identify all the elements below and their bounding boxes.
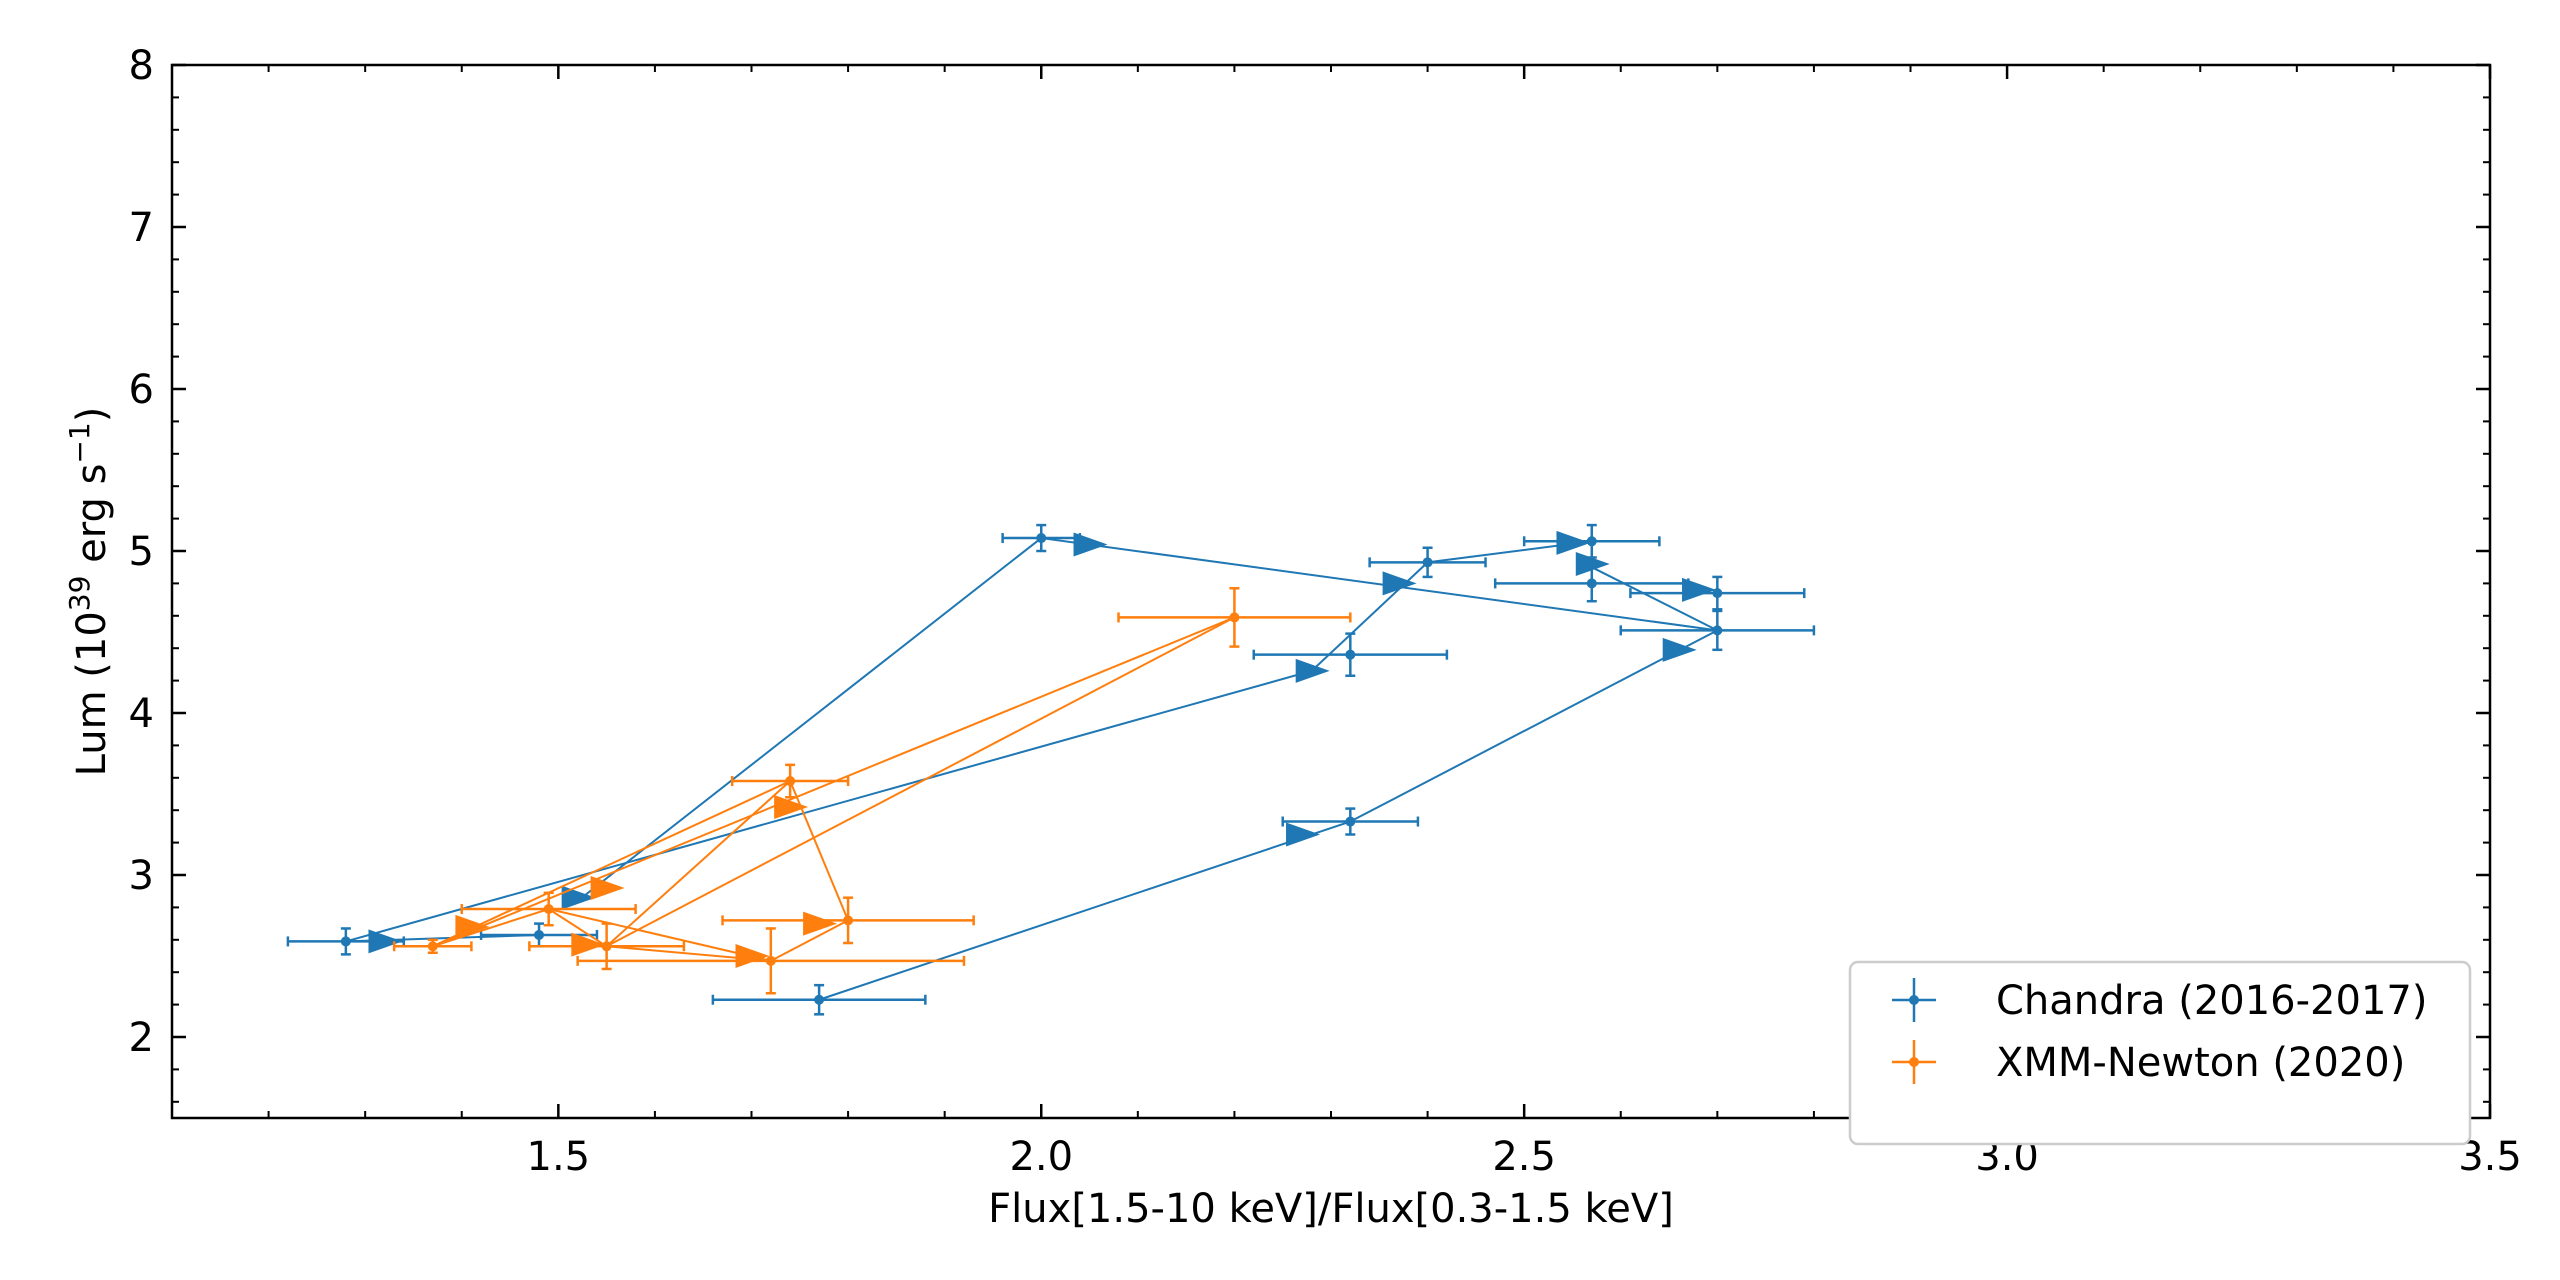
direction-arrow [571, 932, 606, 957]
series-track-segment [548, 908, 608, 948]
legend-item-chandra: Chandra (2016-2017) [1892, 978, 2427, 1024]
series-1 [392, 587, 1352, 995]
y-tick-label: 7 [129, 205, 154, 251]
y-tick-label: 6 [129, 367, 154, 413]
data-point [1036, 533, 1047, 544]
series-track-segment [818, 820, 1351, 1001]
series-track-line [345, 536, 1718, 943]
data-point [534, 929, 545, 940]
plot-frame [170, 63, 2492, 1120]
y-tick-label: 3 [129, 853, 154, 899]
y-axis-label: Lum (1039 erg s−1) [63, 407, 115, 777]
data-point [1586, 578, 1597, 589]
series-track-segment [432, 780, 791, 948]
series-track-segment [548, 908, 772, 962]
y-tick-label: 4 [129, 691, 154, 737]
y-axis-label-main: Lum (10 [69, 611, 115, 776]
legend: Chandra (2016-2017) XMM-Newton (2020) [1848, 960, 2472, 1146]
legend-label-xmm: XMM-Newton (2020) [1996, 1040, 2405, 1086]
x-tick-label: 2.5 [1492, 1134, 1556, 1180]
plot-series [286, 523, 1816, 1016]
series-track-segment [789, 780, 850, 921]
series-track-segment [605, 780, 791, 948]
direction-arrow [774, 794, 809, 819]
data-point [1422, 557, 1433, 568]
direction-arrow [1682, 577, 1717, 602]
data-point [1345, 649, 1356, 660]
y-axis-label-end: ) [69, 407, 115, 423]
direction-arrow [1575, 551, 1610, 576]
legend-marker-chandra-dot [1909, 995, 1919, 1005]
direction-arrow [561, 885, 596, 910]
series-0 [286, 523, 1816, 1016]
data-point [1586, 536, 1597, 547]
direction-arrow [1073, 532, 1108, 557]
tick-marks [172, 63, 2492, 1118]
y-tick-label: 2 [129, 1015, 154, 1061]
series-track-segment [432, 616, 1235, 948]
series-track-segment [1349, 629, 1718, 823]
x-tick-label: 1.5 [527, 1134, 591, 1180]
direction-arrow [1295, 658, 1330, 683]
legend-item-xmm: XMM-Newton (2020) [1892, 1040, 2405, 1086]
y-axis-label-mid: erg s [69, 464, 115, 576]
series-track-segment [770, 919, 849, 962]
y-axis-label-exp: 39 [63, 576, 96, 612]
series-track-segment [432, 908, 549, 948]
direction-arrow [1556, 530, 1591, 555]
data-point [1712, 588, 1723, 599]
x-tick-label: 2.0 [1009, 1134, 1073, 1180]
direction-arrow [803, 911, 838, 936]
direction-arrow [1382, 571, 1417, 596]
series-track-segment [606, 945, 771, 962]
y-tick-label: 8 [129, 43, 154, 89]
legend-marker-xmm-dot [1909, 1057, 1919, 1067]
legend-box [1848, 960, 2472, 1146]
series-track-segment [606, 616, 1235, 948]
direction-arrow [1286, 822, 1321, 847]
data-point [340, 936, 351, 947]
y-axis-label-exp2: −1 [63, 422, 96, 463]
legend-label-chandra: Chandra (2016-2017) [1996, 978, 2427, 1024]
y-tick-label: 5 [129, 529, 154, 575]
direction-arrow [590, 875, 625, 900]
x-axis-label: Flux[1.5-10 keV]/Flux[0.3-1.5 keV] [988, 1186, 1674, 1232]
